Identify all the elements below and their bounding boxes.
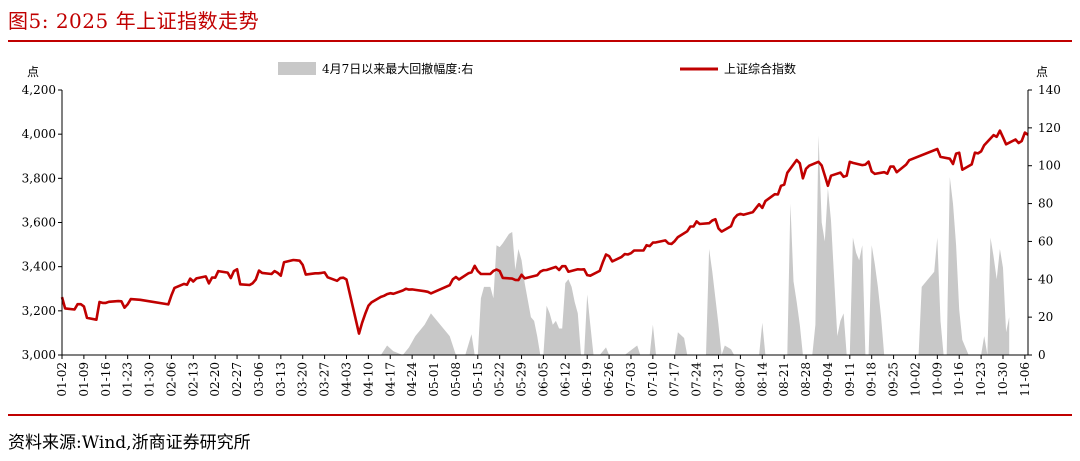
x-axis-tick-label: 07-10 — [646, 362, 660, 397]
x-axis-tick-label: 05-15 — [471, 362, 485, 397]
x-axis-tick-label: 09-18 — [865, 362, 879, 397]
source-note: 资料来源:Wind,浙商证券研究所 — [8, 433, 251, 453]
x-axis-tick-label: 01-30 — [143, 362, 157, 397]
x-axis-tick-label: 08-14 — [755, 362, 769, 397]
x-axis-tick-label: 07-17 — [668, 362, 682, 397]
x-axis-tick-label: 10-16 — [952, 362, 966, 397]
left-axis-tick-label: 3,600 — [22, 216, 56, 230]
x-axis-tick-label: 03-06 — [252, 362, 266, 397]
x-axis-tick-label: 01-23 — [121, 362, 135, 397]
x-axis-tick-label: 10-09 — [930, 362, 944, 397]
x-axis-tick-label: 10-23 — [974, 362, 988, 397]
x-axis-tick-label: 07-24 — [690, 362, 704, 397]
x-axis-tick-label: 08-07 — [733, 362, 747, 397]
left-axis-unit: 点 — [27, 65, 39, 79]
x-axis-tick-label: 04-03 — [340, 362, 354, 397]
x-axis-tick-label: 03-20 — [296, 362, 310, 397]
x-axis-tick-label: 03-27 — [318, 362, 332, 397]
right-axis-tick-label: 100 — [1038, 159, 1061, 173]
x-axis-tick-label: 07-03 — [624, 362, 638, 397]
x-axis-tick-label: 08-28 — [799, 362, 813, 397]
drawdown-area-layer — [359, 135, 1010, 355]
right-axis-tick-label: 20 — [1038, 310, 1053, 324]
x-axis-tick-label: 09-11 — [843, 362, 857, 397]
x-axis-tick-label: 07-31 — [712, 362, 726, 397]
x-axis-tick-label: 03-13 — [274, 362, 288, 397]
right-axis-tick-label: 140 — [1038, 83, 1061, 97]
x-axis-tick-label: 05-22 — [493, 362, 507, 397]
source-rule — [8, 414, 1072, 416]
left-axis-tick-label: 4,200 — [22, 83, 56, 97]
right-axis-tick-label: 0 — [1038, 348, 1046, 362]
x-axis-tick-label: 04-17 — [383, 362, 397, 397]
legend: 4月7日以来最大回撤幅度:右 上证综合指数 — [278, 61, 796, 76]
x-axis-tick-label: 02-27 — [230, 362, 244, 397]
x-axis-tick-label: 08-21 — [777, 362, 791, 397]
right-axis-tick-label: 60 — [1038, 234, 1053, 248]
left-axis-tick-label: 4,000 — [22, 127, 56, 141]
drawdown-area — [359, 135, 1010, 355]
x-axis-tick-label: 02-20 — [208, 362, 222, 397]
right-axis-unit: 点 — [1036, 65, 1048, 79]
title-rule — [8, 40, 1072, 42]
x-axis-tick-label: 10-30 — [996, 362, 1010, 397]
x-axis-tick-label: 01-09 — [77, 362, 91, 397]
x-axis-tick-label: 04-24 — [405, 362, 419, 397]
x-axis-tick-label: 01-02 — [55, 362, 69, 397]
x-axis-tick-label: 09-25 — [887, 362, 901, 397]
legend-label-index: 上证综合指数 — [724, 61, 796, 76]
x-axis-tick-label: 06-05 — [536, 362, 550, 397]
x-axis-tick-label: 09-04 — [821, 362, 835, 397]
x-axis-tick-label: 10-02 — [909, 362, 923, 397]
x-axis-tick-label: 05-01 — [427, 362, 441, 397]
x-axis-tick-label: 04-10 — [361, 362, 375, 397]
left-axis-tick-label: 3,800 — [22, 171, 56, 185]
x-axis-tick-label: 06-12 — [558, 362, 572, 397]
left-axis-tick-label: 3,000 — [22, 348, 56, 362]
legend-label-drawdown: 4月7日以来最大回撤幅度:右 — [322, 61, 473, 76]
right-axis-tick-label: 40 — [1038, 272, 1053, 286]
left-axis-tick-label: 3,400 — [22, 260, 56, 274]
index-line-layer — [60, 129, 1029, 335]
right-axis-tick-label: 120 — [1038, 121, 1061, 135]
x-axis-tick-label: 02-13 — [186, 362, 200, 397]
right-axis-tick-label: 80 — [1038, 197, 1053, 211]
x-axis-tick-label: 06-26 — [602, 362, 616, 397]
x-axis-tick-label: 11-06 — [1018, 362, 1032, 397]
x-axis-tick-label: 05-08 — [449, 362, 463, 397]
figure-title: 图5: 2025 年上证指数走势 — [8, 9, 260, 33]
index-line — [60, 129, 1029, 335]
x-axis-tick-label: 05-29 — [515, 362, 529, 397]
legend-swatch-drawdown — [278, 62, 316, 75]
axes-layer: 3,000 3,200 3,400 3,600 3,800 4,000 4,200 0 20 40… — [22, 83, 1061, 397]
x-axis-tick-label: 01-16 — [99, 362, 113, 397]
x-axis-tick-label: 02-06 — [164, 362, 178, 397]
x-axis-tick-label: 06-19 — [580, 362, 594, 397]
left-axis-tick-label: 3,200 — [22, 304, 56, 318]
